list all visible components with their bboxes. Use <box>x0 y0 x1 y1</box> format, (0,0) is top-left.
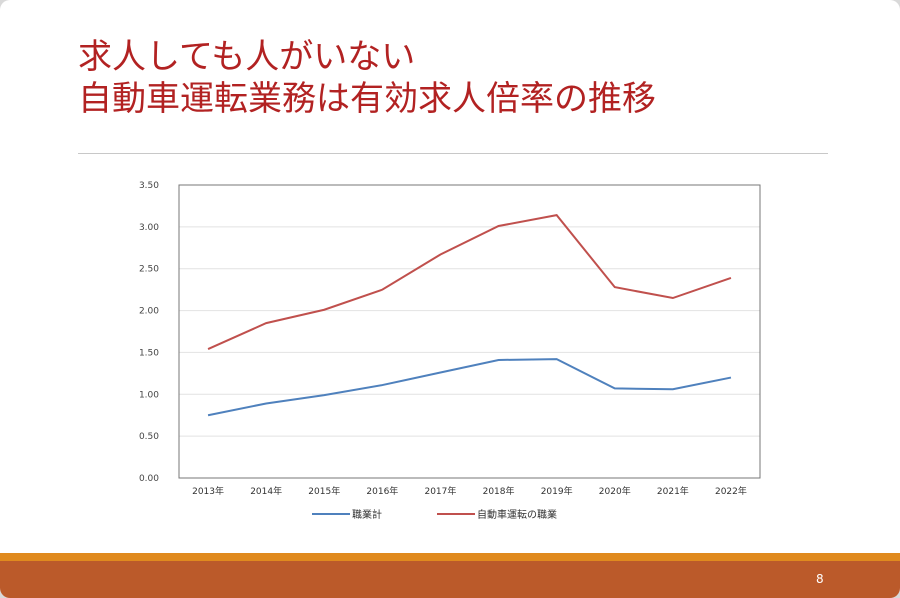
series-line-1 <box>207 358 732 417</box>
page-number: 8 <box>816 572 824 586</box>
x-tick-label: 2022年 <box>715 485 747 497</box>
y-tick-label: 0.50 <box>139 432 159 442</box>
x-tick-label: 2013年 <box>192 485 224 497</box>
x-tick-label: 2021年 <box>657 485 689 497</box>
y-tick-label: 3.00 <box>139 223 159 233</box>
footer-stripe <box>0 553 900 561</box>
slide-title: 求人しても人がいない 自動車運転業務は有効求人倍率の推移 <box>78 36 656 120</box>
legend-label: 職業計 <box>352 508 382 521</box>
y-tick-label: 3.50 <box>139 181 159 191</box>
y-tick-label: 2.00 <box>139 307 159 317</box>
x-tick-label: 2015年 <box>308 485 340 497</box>
y-tick-label: 0.00 <box>139 474 159 484</box>
x-tick-label: 2014年 <box>250 485 282 497</box>
x-tick-label: 2018年 <box>483 485 515 497</box>
plot-area-border <box>178 184 761 479</box>
x-tick-label: 2016年 <box>366 485 398 497</box>
title-divider <box>78 153 828 154</box>
title-line-1: 求人しても人がいない <box>78 37 416 77</box>
footer-band <box>0 561 900 598</box>
x-tick-label: 2019年 <box>541 485 573 497</box>
x-tick-label: 2017年 <box>424 485 456 497</box>
line-chart: 0.00 0.50 1.00 1.50 2.00 2.50 3.00 3.50 2013年 201… <box>139 181 761 521</box>
legend-label: 自動車運転の職業 <box>477 508 557 521</box>
y-tick-label: 1.00 <box>139 390 159 400</box>
x-tick-label: 2020年 <box>599 485 631 497</box>
series-line-2 <box>207 214 732 350</box>
y-tick-label: 2.50 <box>139 265 159 275</box>
title-line-2: 自動車運転業務は有効求人倍率の推移 <box>78 79 656 119</box>
y-tick-label: 1.50 <box>139 348 159 358</box>
